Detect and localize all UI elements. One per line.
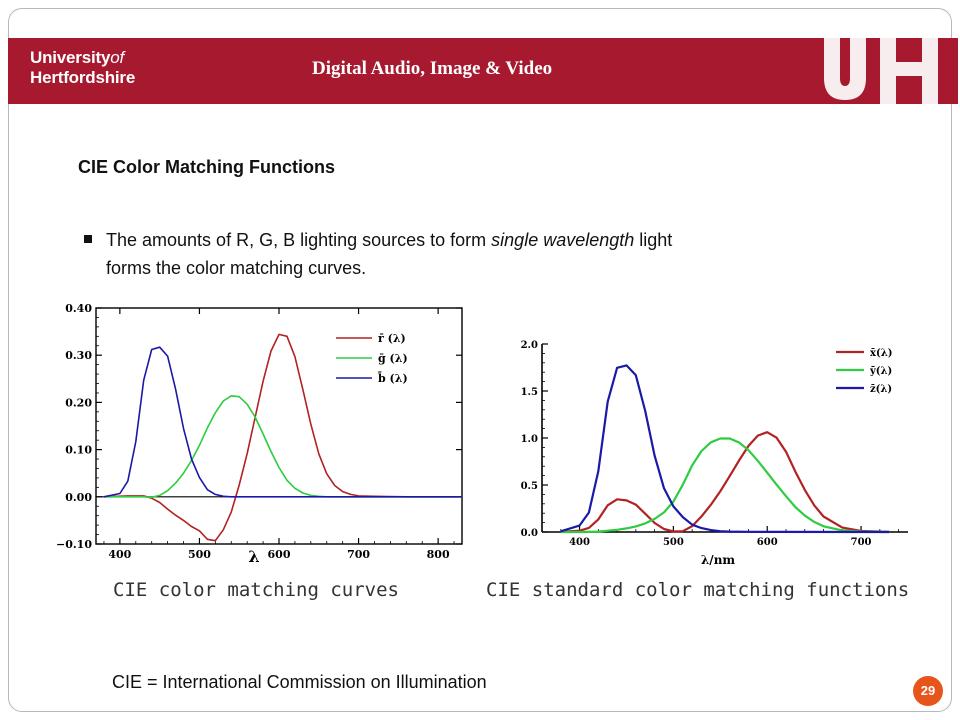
left-chart-caption: CIE color matching curves — [113, 579, 399, 601]
y-tick-label: 2.0 — [521, 340, 538, 351]
y-tick-label: 0.30 — [65, 349, 92, 362]
x-tick-label: 500 — [188, 548, 211, 561]
legend-label-1: r̄ (λ) — [378, 332, 406, 345]
x-tick-label: 600 — [268, 548, 291, 561]
bullet-emphasis: single wavelength — [491, 230, 635, 250]
y-tick-label: −0.10 — [56, 538, 92, 551]
series-line-2 — [104, 395, 462, 499]
x-axis-label: λ — [248, 547, 259, 566]
x-tick-label: 700 — [347, 548, 370, 561]
x-axis-label: λ/nm — [701, 553, 736, 567]
bullet-line2: forms the color matching curves. — [106, 258, 367, 278]
bullet-line1: The amounts of R, G, B lighting sources … — [106, 226, 672, 254]
right-chart-caption: CIE standard color matching functions — [486, 579, 910, 601]
page-number-badge: 29 — [913, 676, 943, 706]
university-logo: Universityof Hertfordshire — [30, 48, 135, 88]
x-tick-label: 400 — [108, 548, 131, 561]
y-tick-label: 0.0 — [521, 528, 538, 539]
legend-label-2: ḡ (λ) — [378, 352, 408, 365]
cie-rgb-chart: −0.10 0.00 0.10 0.20 0.30 0.40 400 500 600 700 800… — [56, 302, 463, 566]
x-tick-label: 600 — [757, 537, 778, 548]
legend-label-3: z̄(λ) — [870, 384, 892, 395]
y-tick-label: 0.5 — [521, 481, 538, 492]
series-line-3 — [103, 346, 462, 498]
series-line-3 — [560, 364, 890, 534]
logo-line2: Hertfordshire — [30, 68, 136, 87]
legend-label-3: b̄ (λ) — [377, 371, 407, 385]
y-tick-label: 0.20 — [65, 396, 92, 409]
legend-label-2: ȳ(λ) — [869, 366, 892, 377]
course-title: Digital Audio, Image & Video — [312, 58, 553, 79]
logo-of: of — [110, 48, 124, 67]
bullet-square-icon — [84, 235, 92, 243]
y-tick-label: 0.10 — [65, 444, 92, 457]
slide-heading: CIE Color Matching Functions — [78, 157, 335, 177]
uh-brand-mark — [824, 38, 938, 104]
bullet-part1: The amounts of R, G, B lighting sources … — [106, 230, 492, 250]
y-tick-label: 0.40 — [65, 302, 92, 315]
header-banner — [8, 38, 958, 104]
plot-frame — [95, 307, 463, 545]
y-tick-label: 1.0 — [521, 434, 538, 445]
slide-frame — [8, 8, 952, 712]
footnote: CIE = International Commission on Illumi… — [112, 672, 487, 692]
x-tick-label: 400 — [569, 537, 590, 548]
y-tick-label: 1.5 — [521, 387, 538, 398]
y-tick-label: 0.00 — [65, 491, 92, 504]
legend-label-1: x̄(λ) — [870, 348, 892, 359]
bullet-part2: light — [634, 230, 673, 250]
series-line-2 — [560, 437, 890, 534]
series-line-1 — [103, 333, 462, 542]
x-tick-label: 700 — [851, 537, 872, 548]
logo-line1: University — [30, 48, 111, 67]
series-line-1 — [560, 431, 890, 533]
cie-xyz-chart: 0.0 0.5 1.0 1.5 2.0 400 500 600 700 λ/nm x̄(λ) ȳ(λ)… — [521, 340, 908, 567]
x-tick-label: 800 — [427, 548, 450, 561]
x-tick-label: 500 — [663, 537, 684, 548]
